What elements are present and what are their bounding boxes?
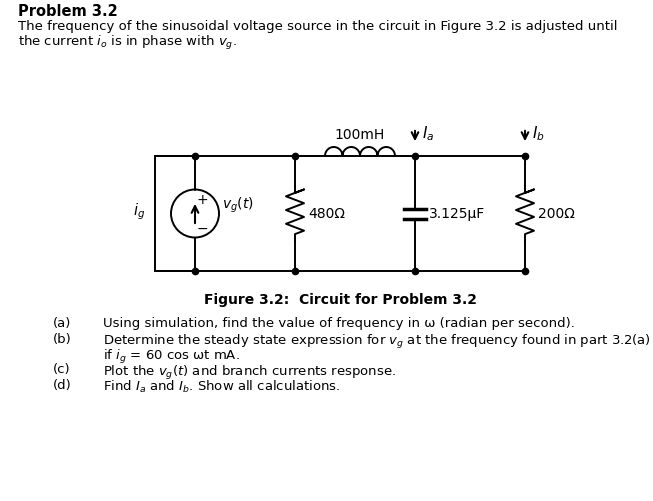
Text: (c): (c): [53, 364, 71, 376]
Text: The frequency of the sinusoidal voltage source in the circuit in Figure 3.2 is a: The frequency of the sinusoidal voltage …: [18, 20, 618, 33]
Text: (b): (b): [53, 333, 72, 346]
Text: $I_b$: $I_b$: [532, 125, 545, 143]
Text: Determine the steady state expression for $v_g$ at the frequency found in part 3: Determine the steady state expression fo…: [103, 333, 651, 351]
Text: 3.125μF: 3.125μF: [429, 206, 485, 220]
Text: +: +: [196, 192, 208, 206]
Text: Problem 3.2: Problem 3.2: [18, 4, 118, 19]
Text: 200Ω: 200Ω: [538, 206, 575, 220]
Text: Plot the $v_g(t)$ and branch currents response.: Plot the $v_g(t)$ and branch currents re…: [103, 364, 396, 381]
Text: $I_a$: $I_a$: [422, 125, 434, 143]
Text: (d): (d): [53, 379, 72, 392]
Text: 480Ω: 480Ω: [308, 206, 345, 220]
Text: $v_g(t)$: $v_g(t)$: [222, 196, 254, 215]
Text: the current $i_o$ is in phase with $v_g$.: the current $i_o$ is in phase with $v_g$…: [18, 34, 237, 52]
Text: Using simulation, find the value of frequency in ω (radian per second).: Using simulation, find the value of freq…: [103, 317, 575, 330]
Text: Find $I_a$ and $I_b$. Show all calculations.: Find $I_a$ and $I_b$. Show all calculati…: [103, 379, 340, 395]
Text: $i_g$: $i_g$: [133, 201, 145, 222]
Text: if $i_g$ = 60 cos ωt mA.: if $i_g$ = 60 cos ωt mA.: [103, 348, 240, 366]
Text: −: −: [196, 221, 208, 235]
Text: Figure 3.2:  Circuit for Problem 3.2: Figure 3.2: Circuit for Problem 3.2: [204, 293, 477, 307]
Text: (a): (a): [53, 317, 71, 330]
Text: 100mH: 100mH: [335, 128, 385, 142]
